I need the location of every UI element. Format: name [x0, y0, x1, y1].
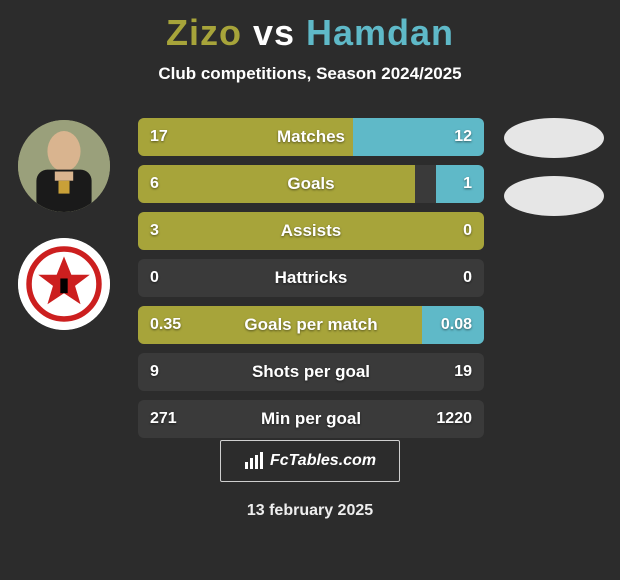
footer-date: 13 february 2025	[0, 502, 620, 520]
stat-label: Assists	[138, 221, 484, 241]
stat-label: Goals per match	[138, 315, 484, 335]
player-avatar	[18, 120, 110, 212]
vs-text: vs	[253, 12, 295, 53]
blob-1	[504, 118, 604, 158]
player2-name: Hamdan	[306, 12, 454, 53]
stat-label: Hattricks	[138, 268, 484, 288]
stat-row: 3Assists0	[138, 212, 484, 250]
bar-labels: 17Matches12	[138, 118, 484, 156]
stat-row: 6Goals1	[138, 165, 484, 203]
left-avatars	[18, 120, 110, 356]
right-blobs	[504, 118, 604, 234]
bars-icon	[244, 452, 264, 470]
brand-prefix: Fc	[270, 452, 289, 469]
stat-label: Matches	[138, 127, 484, 147]
player1-name: Zizo	[166, 12, 242, 53]
stat-label: Shots per goal	[138, 362, 484, 382]
bar-labels: 271Min per goal1220	[138, 400, 484, 438]
stat-row: 271Min per goal1220	[138, 400, 484, 438]
bar-labels: 6Goals1	[138, 165, 484, 203]
stat-row: 9Shots per goal19	[138, 353, 484, 391]
stat-row: 17Matches12	[138, 118, 484, 156]
stat-row: 0.35Goals per match0.08	[138, 306, 484, 344]
brand-suffix: Tables.com	[289, 452, 376, 469]
brand-logo[interactable]: FcTables.com	[220, 440, 400, 482]
bar-labels: 0Hattricks0	[138, 259, 484, 297]
stat-label: Goals	[138, 174, 484, 194]
stat-row: 0Hattricks0	[138, 259, 484, 297]
bar-labels: 3Assists0	[138, 212, 484, 250]
stat-label: Min per goal	[138, 409, 484, 429]
comparison-subtitle: Club competitions, Season 2024/2025	[0, 64, 620, 84]
comparison-title: Zizo vs Hamdan	[0, 0, 620, 54]
team-logo-avatar	[18, 238, 110, 330]
blob-2	[504, 176, 604, 216]
bar-labels: 9Shots per goal19	[138, 353, 484, 391]
bar-labels: 0.35Goals per match0.08	[138, 306, 484, 344]
stat-bars: 17Matches12 6Goals1 3Assists0 0Hattricks0 0.…	[138, 118, 484, 447]
